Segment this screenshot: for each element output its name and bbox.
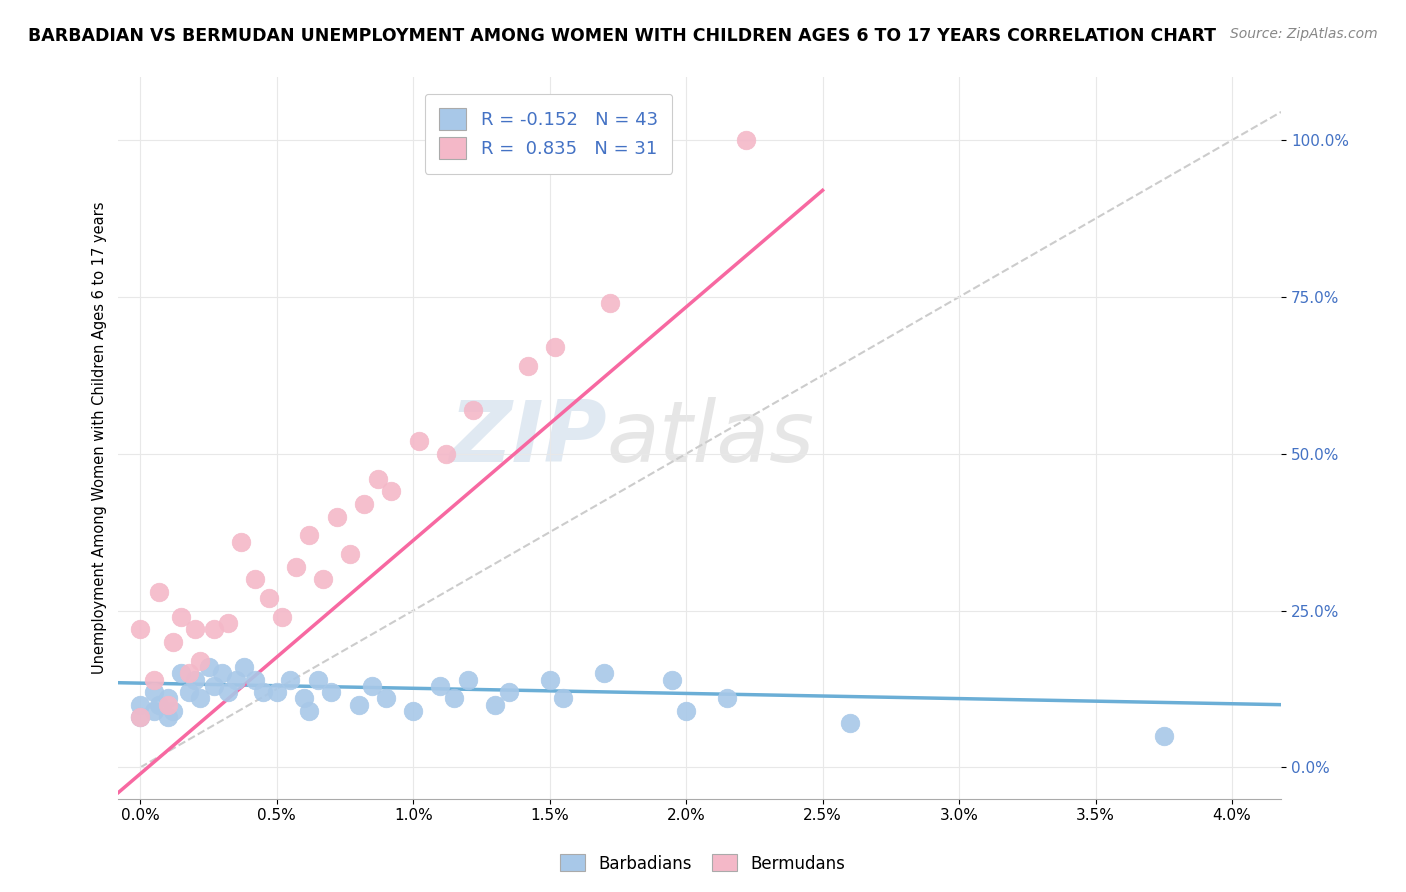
Point [257,591,280,605]
Point [353,497,375,511]
Point [266,685,288,699]
Point [225,673,247,687]
Text: ZIP: ZIP [449,397,607,480]
Point [408,434,430,449]
Text: Source: ZipAtlas.com: Source: ZipAtlas.com [1230,27,1378,41]
Point [484,698,506,712]
Point [339,547,361,561]
Point [211,666,233,681]
Point [197,660,219,674]
Point [321,685,343,699]
Point [463,402,485,417]
Point [593,666,616,681]
Point [429,679,451,693]
Point [361,679,384,693]
Point [162,635,184,649]
Text: atlas: atlas [607,397,814,480]
Point [129,623,152,637]
Point [735,133,758,147]
Point [307,673,329,687]
Point [402,704,425,718]
Point [188,691,211,706]
Point [179,666,201,681]
Legend: R = -0.152   N = 43, R =  0.835   N = 31: R = -0.152 N = 43, R = 0.835 N = 31 [425,94,672,174]
Point [374,691,396,706]
Point [142,685,165,699]
Point [252,685,274,699]
Y-axis label: Unemployment Among Women with Children Ages 6 to 17 years: Unemployment Among Women with Children A… [93,202,107,674]
Point [1153,729,1175,743]
Point [243,673,266,687]
Point [298,704,321,718]
Text: BARBADIAN VS BERMUDAN UNEMPLOYMENT AMONG WOMEN WITH CHILDREN AGES 6 TO 17 YEARS : BARBADIAN VS BERMUDAN UNEMPLOYMENT AMONG… [28,27,1216,45]
Point [129,710,152,724]
Point [217,616,239,631]
Point [231,534,253,549]
Point [202,679,225,693]
Point [271,610,294,624]
Point [202,623,225,637]
Point [434,447,457,461]
Point [661,673,683,687]
Point [156,691,179,706]
Point [243,572,266,586]
Point [498,685,520,699]
Point [170,666,193,681]
Point [170,610,193,624]
Point [675,704,697,718]
Point [179,685,201,699]
Point [326,509,349,524]
Point [599,296,621,310]
Point [142,704,165,718]
Legend: Barbadians, Bermudans: Barbadians, Bermudans [554,847,852,880]
Point [553,691,575,706]
Point [217,685,239,699]
Point [838,716,860,731]
Point [380,484,402,499]
Point [312,572,335,586]
Point [129,698,152,712]
Point [298,528,321,542]
Point [347,698,370,712]
Point [188,654,211,668]
Point [156,710,179,724]
Point [233,660,256,674]
Point [538,673,561,687]
Point [544,340,567,354]
Point [148,584,170,599]
Point [142,673,165,687]
Point [156,698,179,712]
Point [516,359,538,373]
Point [148,698,170,712]
Point [443,691,465,706]
Point [184,623,207,637]
Point [162,704,184,718]
Point [457,673,479,687]
Point [716,691,738,706]
Point [284,559,307,574]
Point [184,673,207,687]
Point [129,710,152,724]
Point [280,673,302,687]
Point [292,691,315,706]
Point [367,472,389,486]
